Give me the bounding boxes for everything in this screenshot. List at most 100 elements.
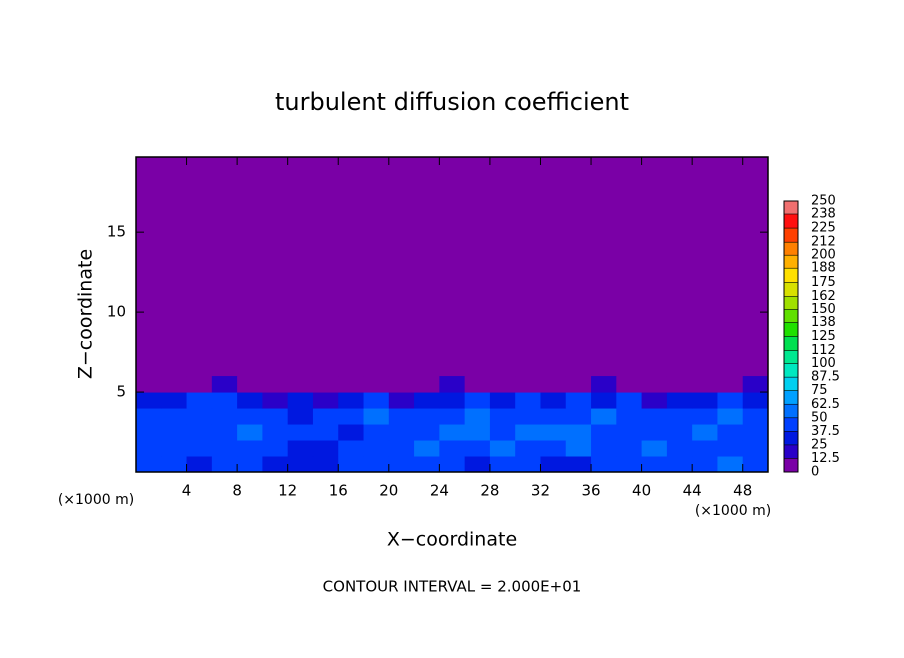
cell xyxy=(540,440,567,457)
cell xyxy=(262,376,289,393)
cell xyxy=(312,408,339,425)
cell xyxy=(186,392,213,409)
colorbar-label: 212 xyxy=(811,235,836,250)
cell xyxy=(742,408,769,425)
cell xyxy=(338,424,365,441)
colorbar-label: 188 xyxy=(811,261,836,276)
cell xyxy=(211,424,238,441)
colorbar-label: 0 xyxy=(811,465,819,480)
cell xyxy=(414,456,440,473)
cell xyxy=(666,440,693,457)
x-tick-label: 4 xyxy=(182,482,192,500)
cell xyxy=(161,392,188,409)
cell xyxy=(186,456,213,473)
x-tick-label: 36 xyxy=(581,482,600,500)
cell xyxy=(489,408,516,425)
cell xyxy=(641,424,668,441)
cell xyxy=(692,392,718,409)
cell xyxy=(312,376,339,393)
colorbar-label: 200 xyxy=(811,248,836,263)
cell xyxy=(136,424,162,441)
colorbar-label: 87.5 xyxy=(811,370,840,385)
cell xyxy=(388,456,415,473)
cell xyxy=(338,440,365,457)
cell xyxy=(363,376,390,393)
cell xyxy=(540,376,567,393)
cell xyxy=(692,376,718,393)
colorbar-label: 238 xyxy=(811,207,836,222)
cell xyxy=(742,392,769,409)
cell xyxy=(312,392,339,409)
cell xyxy=(616,440,643,457)
cell xyxy=(161,408,188,425)
cell xyxy=(515,408,541,425)
y-tick-label: 15 xyxy=(107,223,126,241)
cell xyxy=(363,424,390,441)
x-tick-label: 48 xyxy=(733,482,752,500)
colorbar-label: 25 xyxy=(811,437,828,452)
x-tick-label: 12 xyxy=(278,482,297,500)
cell xyxy=(489,456,516,473)
cell xyxy=(742,440,769,457)
cell xyxy=(161,424,188,441)
cell xyxy=(237,424,263,441)
cell xyxy=(464,424,491,441)
colorbar-swatch xyxy=(784,228,798,243)
cell xyxy=(161,376,188,393)
cell xyxy=(237,392,263,409)
colorbar-label: 12.5 xyxy=(811,451,840,466)
cell xyxy=(515,456,541,473)
cell xyxy=(414,392,440,409)
colorbar-swatch xyxy=(784,296,798,310)
cell xyxy=(363,392,390,409)
cell xyxy=(464,408,491,425)
cell xyxy=(237,456,263,473)
colorbar-swatch xyxy=(784,309,798,323)
colorbar-swatch xyxy=(784,255,798,269)
cell xyxy=(338,376,365,393)
cell xyxy=(136,408,162,425)
y-axis-label: Z−coordinate xyxy=(75,249,97,379)
cell xyxy=(388,376,415,393)
cell xyxy=(692,440,718,457)
colorbar-label: 62.5 xyxy=(811,397,840,412)
colorbar-swatch xyxy=(784,363,798,378)
cell xyxy=(262,456,289,473)
cell xyxy=(439,456,466,473)
cell xyxy=(237,376,263,393)
cell xyxy=(464,440,491,457)
colorbar-label: 37.5 xyxy=(811,424,840,439)
cell xyxy=(186,376,213,393)
cell xyxy=(287,440,314,457)
y-tick-label: 5 xyxy=(116,383,126,401)
cell xyxy=(363,408,390,425)
cell xyxy=(287,392,314,409)
cell xyxy=(616,456,643,473)
cell xyxy=(515,424,541,441)
cell xyxy=(464,392,491,409)
cell xyxy=(717,376,744,393)
x-tick-label: 8 xyxy=(232,482,242,500)
colorbar-swatch xyxy=(784,214,798,229)
cell xyxy=(565,408,592,425)
colorbar-label: 138 xyxy=(811,315,836,330)
colorbar-label: 225 xyxy=(811,221,836,236)
cell xyxy=(414,376,440,393)
cell xyxy=(439,424,466,441)
cell xyxy=(641,440,668,457)
colorbar-label: 125 xyxy=(811,329,836,344)
cell xyxy=(414,408,440,425)
cell xyxy=(489,392,516,409)
cell xyxy=(742,456,769,473)
colorbar-label: 75 xyxy=(811,383,828,398)
colorbar-swatch xyxy=(784,417,798,432)
cell xyxy=(186,440,213,457)
cell xyxy=(616,408,643,425)
cell xyxy=(565,424,592,441)
cell xyxy=(717,408,744,425)
cell xyxy=(287,456,314,473)
cell xyxy=(591,392,617,409)
cell xyxy=(666,376,693,393)
colorbar-swatch xyxy=(784,444,798,459)
